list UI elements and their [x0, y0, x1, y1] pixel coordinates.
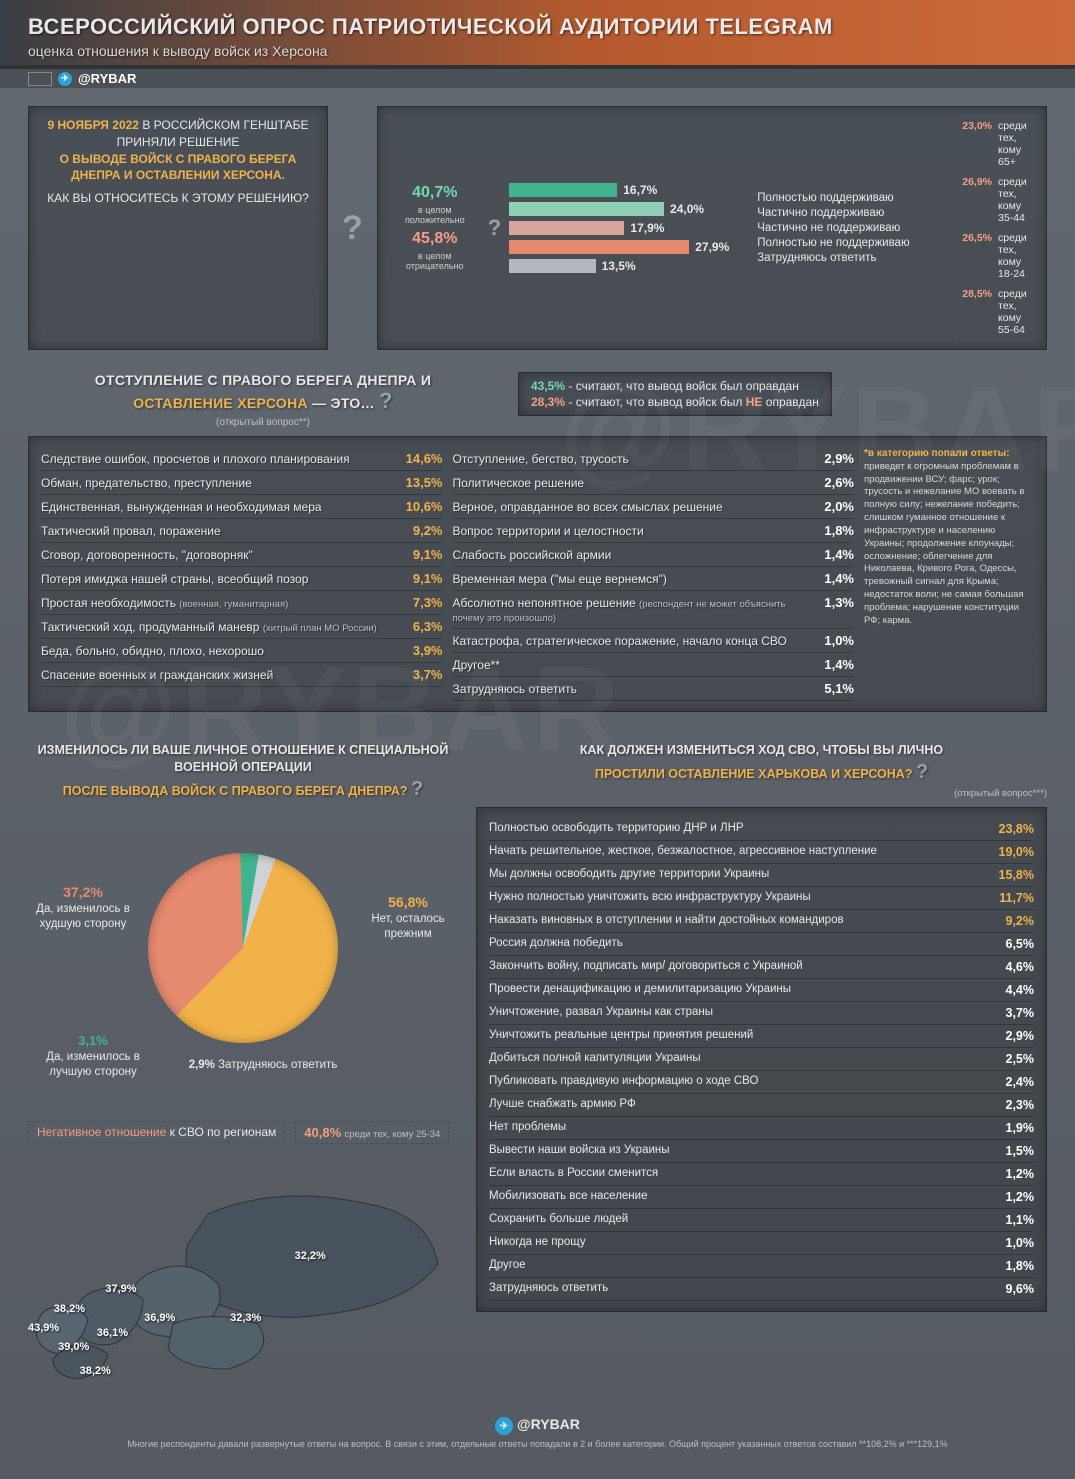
answer-row: Слабость российской армии1,4%	[453, 543, 855, 567]
header: ВСЕРОССИЙСКИЙ ОПРОС ПАТРИОТИЧЕСКОЙ АУДИТ…	[0, 0, 1075, 68]
answer-row: Беда, больно, обидно, плохо, нехорошо3,9…	[41, 639, 443, 663]
brand-bar: ✈ @RYBAR	[0, 68, 1075, 88]
answer-row: Простая необходимость (военная, гуманита…	[41, 591, 443, 615]
answer-row: Начать решительное, жесткое, безжалостно…	[489, 841, 1034, 864]
answer-row: Россия должна победить6,5%	[489, 933, 1034, 956]
legend-item: Полностью не поддерживаю	[757, 237, 947, 249]
answer-row: Единственная, вынужденная и необходимая …	[41, 495, 443, 519]
q2-answers-box: Следствие ошибок, просчетов и плохого пл…	[28, 436, 1047, 712]
answer-row: Мобилизовать все население1,2%	[489, 1186, 1034, 1209]
answer-row: Публиковать правдивую информацию о ходе …	[489, 1071, 1034, 1094]
answer-row: Вывести наши войска из Украины1,5%	[489, 1140, 1034, 1163]
brand-handle: @RYBAR	[78, 71, 136, 86]
russia-map: 37,9% 38,2% 43,9% 39,0% 36,1% 36,9% 38,2% 32,2%…	[28, 1154, 458, 1394]
q2-title: ОТСТУПЛЕНИЕ С ПРАВОГО БЕРЕГА ДНЕПРА ИОСТ…	[28, 372, 498, 428]
answer-row: Уничтожить реальные центры принятия реше…	[489, 1025, 1034, 1048]
answer-row: Следствие ошибок, просчетов и плохого пл…	[41, 447, 443, 471]
q4-answers-box: Полностью освободить территорию ДНР и ЛН…	[476, 807, 1047, 1312]
q4-title: КАК ДОЛЖЕН ИЗМЕНИТЬСЯ ХОД СВО, ЧТОБЫ ВЫ …	[476, 742, 1047, 786]
q3-pie-chart: 37,2%Да, изменилось в худшую сторону 56,…	[28, 823, 458, 1103]
region-negative-header: Негативное отношение к СВО по регионам 4…	[28, 1121, 458, 1144]
question-1-box: 9 НОЯБРЯ 2022 В РОССИЙСКОМ ГЕНШТАБЕ ПРИН…	[28, 106, 328, 350]
q1-results-box: 40,7% в целом положительно 45,8% в целом…	[377, 106, 1047, 350]
answer-row: Другое1,8%	[489, 1255, 1034, 1278]
answer-row: Затрудняюсь ответить9,6%	[489, 1278, 1034, 1301]
footer-brand: ✈ @RYBAR	[28, 1416, 1047, 1436]
answer-row: Сохранить больше людей1,1%	[489, 1209, 1034, 1232]
bar-row: 27,9%	[509, 239, 749, 255]
answer-row: Отступление, бегство, трусость2,9%	[453, 447, 855, 471]
map-region-pct: 38,2%	[80, 1365, 111, 1377]
answer-row: Потеря имиджа нашей страны, всеобщий поз…	[41, 567, 443, 591]
footnote: Многие респонденты давали развернутые от…	[28, 1439, 1047, 1449]
answer-row: Нет проблемы1,9%	[489, 1117, 1034, 1140]
demographic-row: 26,9%среди тех, кому 35-44	[955, 173, 1034, 227]
question-mark-icon: ?	[342, 209, 363, 248]
answer-row: Тактический ход, продуманный маневр (хит…	[41, 615, 443, 639]
bar-row: 24,0%	[509, 201, 749, 217]
map-region-pct: 36,1%	[97, 1327, 128, 1339]
bar-row: 13,5%	[509, 258, 749, 274]
page-subtitle: оценка отношения к выводу войск из Херсо…	[28, 43, 1047, 59]
answer-row: Добиться полной капитуляции Украины2,5%	[489, 1048, 1034, 1071]
q2-summary-stats: 43,5% - считают, что вывод войск был опр…	[518, 372, 832, 416]
demographic-row: 28,5%среди тех, кому 55-64	[955, 285, 1034, 339]
map-region-pct: 39,0%	[58, 1341, 89, 1353]
sum-positive-pct: 40,7%	[390, 184, 480, 202]
legend-item: Полностью поддерживаю	[757, 192, 947, 204]
map-region-pct: 36,9%	[144, 1312, 175, 1324]
answer-row: Провести денацификацию и демилитаризацию…	[489, 979, 1034, 1002]
answer-row: Лучше снабжать армию РФ2,3%	[489, 1094, 1034, 1117]
answer-row: Другое**1,4%	[453, 653, 855, 677]
map-region-pct: 43,9%	[28, 1322, 59, 1334]
legend-item: Затрудняюсь ответить	[757, 252, 947, 264]
q1-legend: Полностью поддерживаю Частично поддержива…	[757, 117, 947, 339]
bar-row: 17,9%	[509, 220, 749, 236]
legend-item: Частично поддерживаю	[757, 207, 947, 219]
answer-row: Мы должны освободить другие территории У…	[489, 864, 1034, 887]
q1-demographic-breakouts: 23,0%среди тех, кому 65+26,9%среди тех, …	[955, 117, 1034, 339]
answer-row: Верное, оправданное во всех смыслах реше…	[453, 495, 855, 519]
answer-row: Полностью освободить территорию ДНР и ЛН…	[489, 818, 1034, 841]
q2-right-column: Отступление, бегство, трусость2,9%Полити…	[453, 447, 855, 701]
map-region-pct: 32,3%	[230, 1312, 261, 1324]
demographic-row: 26,5%среди тех, кому 18-24	[955, 229, 1034, 283]
answer-row: Вопрос территории и целостности1,8%	[453, 519, 855, 543]
page-title: ВСЕРОССИЙСКИЙ ОПРОС ПАТРИОТИЧЕСКОЙ АУДИТ…	[28, 14, 1047, 40]
map-region-pct: 37,9%	[105, 1283, 136, 1295]
bar-row: 16,7%	[509, 182, 749, 198]
answer-row: Обман, предательство, преступление13,5%	[41, 471, 443, 495]
q3-title: ИЗМЕНИЛОСЬ ЛИ ВАШЕ ЛИЧНОЕ ОТНОШЕНИЕ К СП…	[28, 742, 458, 803]
answer-row: Закончить войну, подписать мир/ договори…	[489, 956, 1034, 979]
answer-row: Затрудняюсь ответить5,1%	[453, 677, 855, 701]
answer-row: Уничтожение, развал Украины как страны3,…	[489, 1002, 1034, 1025]
answer-row: Никогда не прощу1,0%	[489, 1232, 1034, 1255]
answer-row: Политическое решение2,6%	[453, 471, 855, 495]
demographic-row: 23,0%среди тех, кому 65+	[955, 117, 1034, 171]
answer-row: Временная мера ("мы еще вернемся")1,4%	[453, 567, 855, 591]
answer-row: Нужно полностью уничтожить всю инфрастру…	[489, 887, 1034, 910]
legend-item: Частично не поддерживаю	[757, 222, 947, 234]
map-region-pct: 32,2%	[295, 1250, 326, 1262]
q2-footnote: *в категорию попали ответы: приведет к о…	[864, 447, 1034, 701]
q2-left-column: Следствие ошибок, просчетов и плохого пл…	[41, 447, 443, 701]
answer-row: Тактический провал, поражение9,2%	[41, 519, 443, 543]
answer-row: Наказать виновных в отступлении и найти …	[489, 910, 1034, 933]
answer-row: Абсолютно непонятное решение (респондент…	[453, 591, 855, 629]
telegram-icon: ✈	[495, 1417, 513, 1435]
answer-row: Катастрофа, стратегическое поражение, на…	[453, 629, 855, 653]
answer-row: Спасение военных и гражданских жизней3,7…	[41, 663, 443, 687]
sum-negative-pct: 45,8%	[390, 230, 480, 248]
answer-row: Если власть в России сменится1,2%	[489, 1163, 1034, 1186]
q1-bar-chart: 16,7% 24,0% 17,9% 27,9% 13,5%	[509, 117, 749, 339]
telegram-icon: ✈	[58, 72, 72, 86]
map-region-pct: 38,2%	[54, 1303, 85, 1315]
answer-row: Сговор, договоренность, "договорняк"9,1%	[41, 543, 443, 567]
